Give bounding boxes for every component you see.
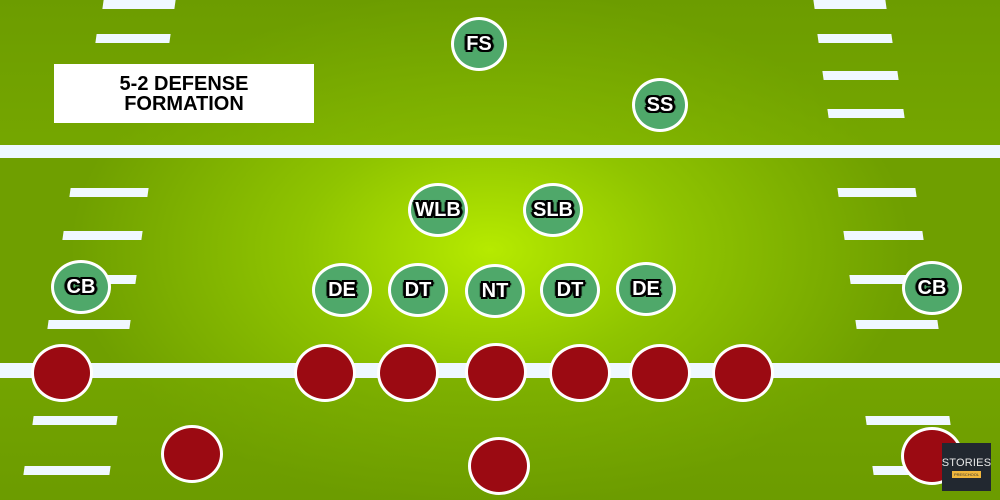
defender-dt-left: DT	[388, 263, 448, 317]
offense-player	[31, 344, 93, 402]
defender-label: FS	[466, 32, 492, 55]
offense-player	[465, 343, 527, 401]
hash-mark	[817, 34, 893, 43]
hash-mark	[69, 188, 149, 197]
hash-mark	[865, 416, 951, 425]
defender-wlb: WLB	[408, 183, 468, 237]
hash-mark	[47, 320, 131, 329]
defender-cb-right: CB	[902, 261, 962, 315]
hash-mark	[32, 416, 118, 425]
hash-mark	[62, 231, 143, 240]
defender-label: DT	[556, 278, 584, 301]
logo-subtext: PRESCHOOL	[951, 470, 982, 478]
logo-text: STORIES	[941, 456, 992, 469]
offense-player	[549, 344, 611, 402]
hash-mark	[102, 0, 176, 9]
hash-mark	[827, 109, 905, 118]
defender-label: CB	[66, 275, 96, 298]
defender-slb: SLB	[523, 183, 583, 237]
defender-label: DT	[404, 278, 432, 301]
defender-de-left: DE	[312, 263, 372, 317]
hash-mark	[837, 188, 917, 197]
defender-label: SLB	[533, 198, 573, 221]
offense-player	[468, 437, 530, 495]
offense-player	[161, 425, 223, 483]
hash-mark	[95, 34, 171, 43]
defender-dt-right: DT	[540, 263, 600, 317]
defender-fs: FS	[451, 17, 507, 71]
yard-line	[0, 145, 1000, 158]
defender-cb-left: CB	[51, 260, 111, 314]
defender-label: WLB	[415, 198, 461, 221]
defender-label: NT	[481, 279, 509, 302]
hash-mark	[822, 71, 899, 80]
defender-label: CB	[917, 276, 947, 299]
hash-mark	[855, 320, 939, 329]
title-line-2: FORMATION	[124, 92, 244, 115]
offense-player	[712, 344, 774, 402]
offense-player	[294, 344, 356, 402]
defender-label: DE	[632, 277, 660, 300]
defender-de-right: DE	[616, 262, 676, 316]
offense-player	[377, 344, 439, 402]
formation-title: 5-2 DEFENSE FORMATION	[54, 64, 314, 123]
defender-label: DE	[328, 278, 356, 301]
stories-preschool-logo: STORIES PRESCHOOL	[942, 443, 991, 491]
defender-ss: SS	[632, 78, 688, 132]
title-line-1: 5-2 DEFENSE	[119, 72, 249, 95]
hash-mark	[813, 0, 887, 9]
defender-label: SS	[646, 93, 674, 116]
hash-mark	[843, 231, 924, 240]
offense-player	[629, 344, 691, 402]
defender-nt: NT	[465, 264, 525, 318]
hash-mark	[23, 466, 111, 475]
